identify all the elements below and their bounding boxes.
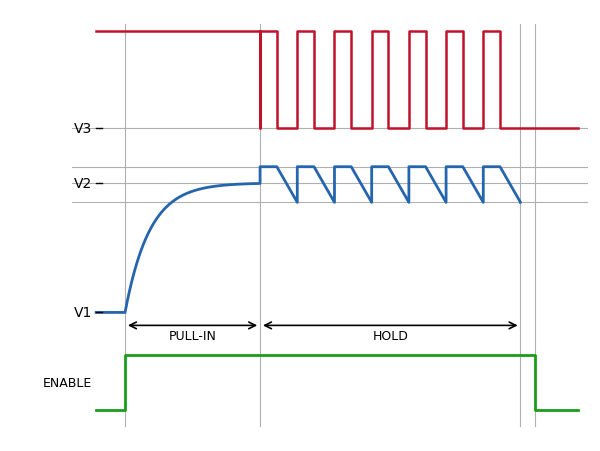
- Text: V3: V3: [74, 122, 92, 136]
- Text: V1: V1: [74, 306, 92, 320]
- Text: HOLD: HOLD: [373, 329, 408, 342]
- Text: V2: V2: [74, 176, 92, 190]
- Text: PULL-IN: PULL-IN: [169, 329, 217, 342]
- Text: ENABLE: ENABLE: [43, 376, 92, 389]
